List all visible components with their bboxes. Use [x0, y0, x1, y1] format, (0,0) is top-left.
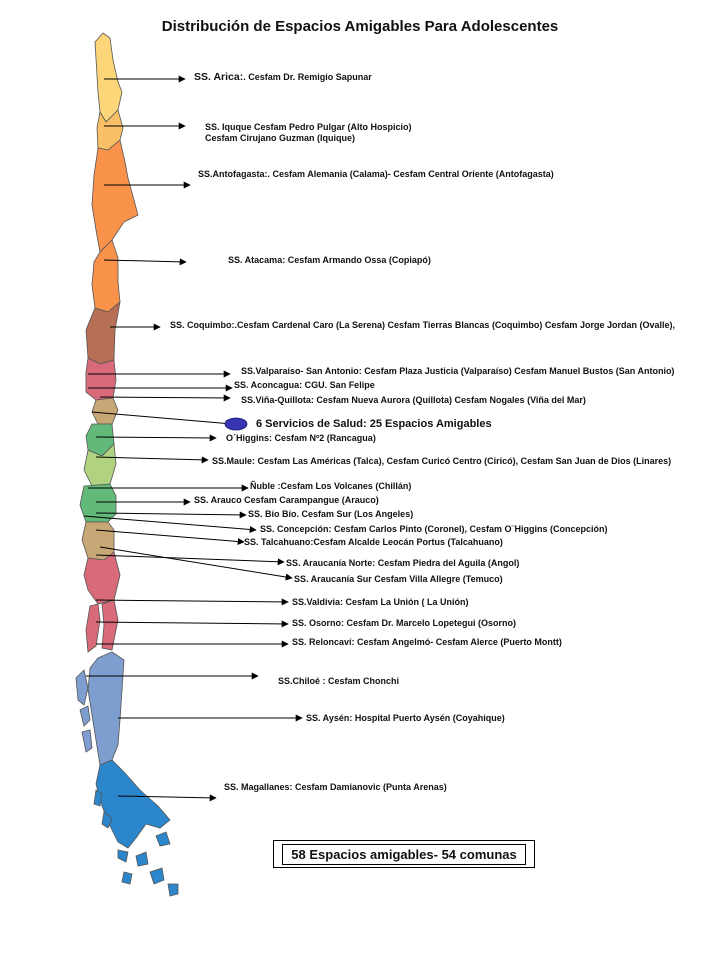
region-chiloe: [75, 669, 89, 706]
label-atacama: SS. Atacama: Cesfam Armando Ossa (Copiap…: [228, 255, 431, 265]
label-osorno: SS. Osorno: Cesfam Dr. Marcelo Lopetegui…: [292, 618, 517, 628]
region-metropolitana: [91, 397, 119, 425]
region-antofagasta: [91, 139, 139, 253]
label-concepcion: SS. Concepción: Cesfam Carlos Pinto (Cor…: [260, 524, 608, 534]
region-aysen: [87, 651, 125, 766]
services-summary: 6 Servicios de Salud: 25 Espacios Amigab…: [256, 418, 492, 430]
region-los-lagos-north: [85, 603, 101, 653]
label-biobio: SS. Bío Bío. Cesfam Sur (Los Angeles): [248, 509, 414, 519]
label-nuble: Ñuble :Cesfam Los Volcanes (Chillán): [250, 481, 412, 491]
totals-box: 58 Espacios amigables- 54 comunas: [273, 840, 535, 868]
label-talcahuano: SS. Talcahuano:Cesfam Alcalde Leocán Por…: [244, 537, 503, 547]
label-antofagasta: SS.Antofagasta:. Cesfam Alemania (Calama…: [198, 169, 554, 179]
label-araucania-sur: SS. Araucanía Sur Cesfam Villa Allegre (…: [294, 574, 503, 584]
label-maule: SS.Maule: Cesfam Las Américas (Talca), C…: [212, 456, 672, 466]
label-arica-lead: SS. Arica:: [194, 71, 244, 83]
label-arauco: SS. Arauco Cesfam Carampangue (Arauco): [194, 495, 379, 505]
label-coquimbo: SS. Coquimbo:.Cesfam Cardenal Caro (La S…: [170, 320, 675, 330]
legend-marker: [224, 417, 248, 431]
label-chiloe: SS.Chiloé : Cesfam Chonchi: [278, 676, 400, 686]
label-valparaiso: SS.Valparaíso- San Antonio: Cesfam Plaza…: [241, 366, 675, 376]
region-maule: [83, 443, 117, 487]
region-valparaiso: [85, 357, 117, 401]
region-atacama: [91, 239, 121, 313]
label-reloncavi: SS. Reloncaví: Cesfam Angelmó- Cesfam Al…: [292, 637, 562, 647]
label-iquique-line2: Cesfam Cirujano Guzman (Iquique): [205, 133, 356, 143]
map-title: Distribución de Espacios Amigables Para …: [161, 18, 559, 35]
label-magallanes: SS. Magallanes: Cesfam Damianovic (Punta…: [224, 782, 447, 792]
leader-arrows: [83, 75, 303, 802]
totals-text: 58 Espacios amigables- 54 comunas: [282, 843, 526, 865]
label-iquique: SS. Iquque Cesfam Pedro Pulgar (Alto Hos…: [205, 122, 412, 144]
label-vina-quillota: SS.Viña-Quillota: Cesfam Nueva Aurora (Q…: [241, 395, 586, 405]
region-arica: [94, 32, 123, 123]
label-iquique-line1: SS. Iquque Cesfam Pedro Pulgar (Alto Hos…: [205, 122, 412, 132]
label-aconcagua: SS. Aconcagua: CGU. San Felipe: [234, 380, 375, 390]
region-coquimbo: [85, 300, 121, 365]
label-valdivia: SS.Valdivia: Cesfam La Unión ( La Unión): [292, 597, 469, 607]
label-aysen: SS. Aysén: Hospital Puerto Aysén (Coyahi…: [306, 713, 505, 723]
region-los-lagos-south: [101, 599, 119, 651]
label-arica-rest: . Cesfam Dr. Remigio Sapunar: [243, 72, 372, 82]
label-ohiggins: O´Higgins: Cesfam Nº2 (Rancagua): [226, 433, 376, 443]
label-araucania-norte: SS. Araucanía Norte: Cesfam Piedra del A…: [286, 558, 520, 568]
region-araucania: [81, 521, 115, 561]
label-arica: SS. Arica:. Cesfam Dr. Remigio Sapunar: [194, 72, 372, 83]
region-los-rios: [83, 551, 121, 605]
